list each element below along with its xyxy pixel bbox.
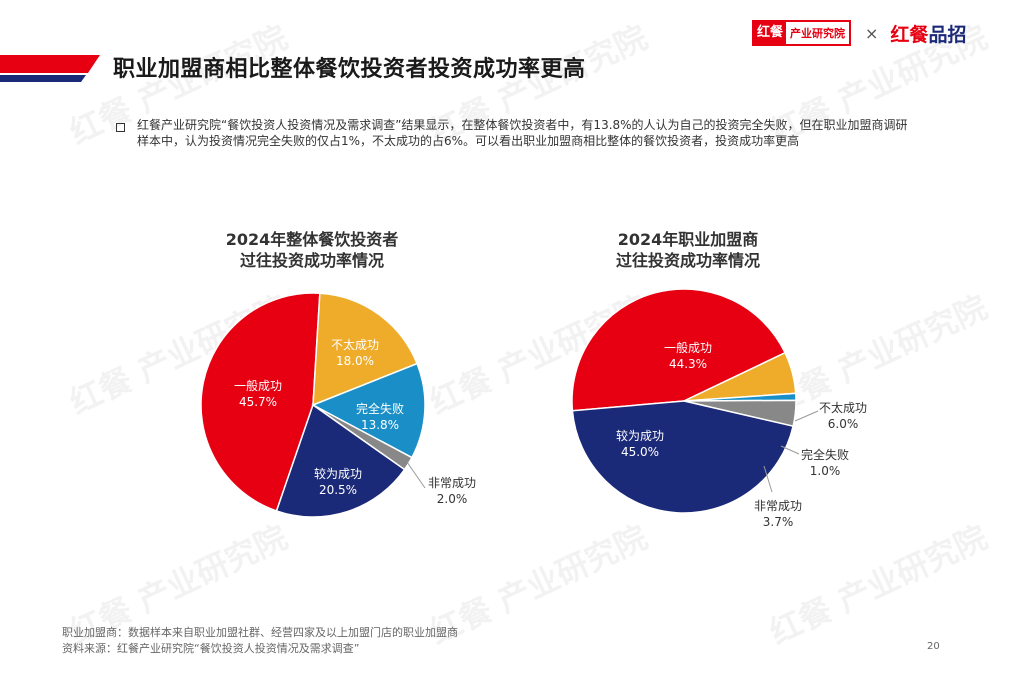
slice-label: 非常成功 xyxy=(754,499,802,513)
chart-title-line: 过往投资成功率情况 xyxy=(239,251,384,270)
footnotes: 职业加盟商：数据样本来自职业加盟社群、经营四家及以上加盟门店的职业加盟商 资料来… xyxy=(62,625,458,657)
slice-value: 2.0% xyxy=(437,492,468,506)
pie-slice xyxy=(275,403,406,518)
slice-label: 较为成功 xyxy=(314,466,362,481)
footnote-sample: 职业加盟商：数据样本来自职业加盟社群、经营四家及以上加盟门店的职业加盟商 xyxy=(62,626,458,639)
header-accent-bar xyxy=(0,55,100,82)
slice-label: 不太成功 xyxy=(331,337,379,352)
slice-label: 一般成功 xyxy=(664,340,712,355)
chart-title-line: 2024年职业加盟商 xyxy=(617,230,759,249)
slice-label: 完全失败 xyxy=(356,401,404,416)
pie-chart-1: 一般成功 44.3% 不太成功 6.0% 完全失败 1.0% 非常成功 3.7% 较为成功 45.… xyxy=(571,288,867,529)
leader-line xyxy=(763,465,773,493)
pie-slice xyxy=(200,292,321,512)
slice-value: 18.0% xyxy=(336,354,374,368)
pie-slice xyxy=(571,288,787,412)
pinzhao-logo-part-b: 品招 xyxy=(928,23,967,46)
footnote-source: 资料来源：红餐产业研究院“餐饮投资人投资情况及需求调查” xyxy=(62,642,360,655)
slice-label: 不太成功 xyxy=(819,400,867,415)
slice-value: 45.7% xyxy=(239,395,277,409)
slice-label: 较为成功 xyxy=(616,428,664,443)
chart-title-overall: 2024年整体餐饮投资者 过往投资成功率情况 xyxy=(192,229,432,271)
slice-value: 20.5% xyxy=(319,483,357,497)
page-number: 20 xyxy=(927,641,940,652)
slice-label: 非常成功 xyxy=(428,476,476,490)
logo-mark: 红餐 xyxy=(754,22,787,44)
chart-title-line: 过往投资成功率情况 xyxy=(615,251,760,270)
slice-value: 6.0% xyxy=(828,417,859,431)
slice-value: 3.7% xyxy=(763,515,794,529)
logo-separator: × xyxy=(865,23,879,43)
pie-slice xyxy=(312,292,419,407)
pie-chart-0: 一般成功 45.7% 不太成功 18.0% 完全失败 13.8% 非常成功 2.0% 较为成功 2… xyxy=(200,292,476,518)
research-institute-logo: 红餐 产业研究院 xyxy=(752,20,852,46)
leader-line xyxy=(406,461,426,489)
slice-value: 13.8% xyxy=(361,418,399,432)
bullet-square-icon xyxy=(116,123,125,132)
pie-slice xyxy=(571,400,795,514)
slice-value: 1.0% xyxy=(810,464,841,478)
logo-subtitle: 产业研究院 xyxy=(790,27,846,40)
slice-value: 44.3% xyxy=(669,357,707,371)
logo-group: 红餐 产业研究院 × 红餐品招 xyxy=(752,20,966,46)
page-title: 职业加盟商相比整体餐饮投资者投资成功率更高 xyxy=(113,57,586,82)
slice-label: 一般成功 xyxy=(234,378,282,393)
pinzhao-logo: 红餐品招 xyxy=(890,20,966,47)
slice-value: 45.0% xyxy=(621,445,659,459)
pie-slice xyxy=(311,362,426,459)
leader-line xyxy=(794,410,819,422)
chart-title-franchisee: 2024年职业加盟商 过往投资成功率情况 xyxy=(568,229,808,271)
slice-label: 完全失败 xyxy=(801,447,849,462)
description-text: 红餐产业研究院“餐饮投资人投资情况及需求调查”结果显示，在整体餐饮投资者中，有1… xyxy=(137,118,908,148)
pinzhao-logo-part-a: 红餐 xyxy=(890,23,929,46)
chart-title-line: 2024年整体餐饮投资者 xyxy=(225,230,399,249)
leader-line xyxy=(780,445,800,455)
